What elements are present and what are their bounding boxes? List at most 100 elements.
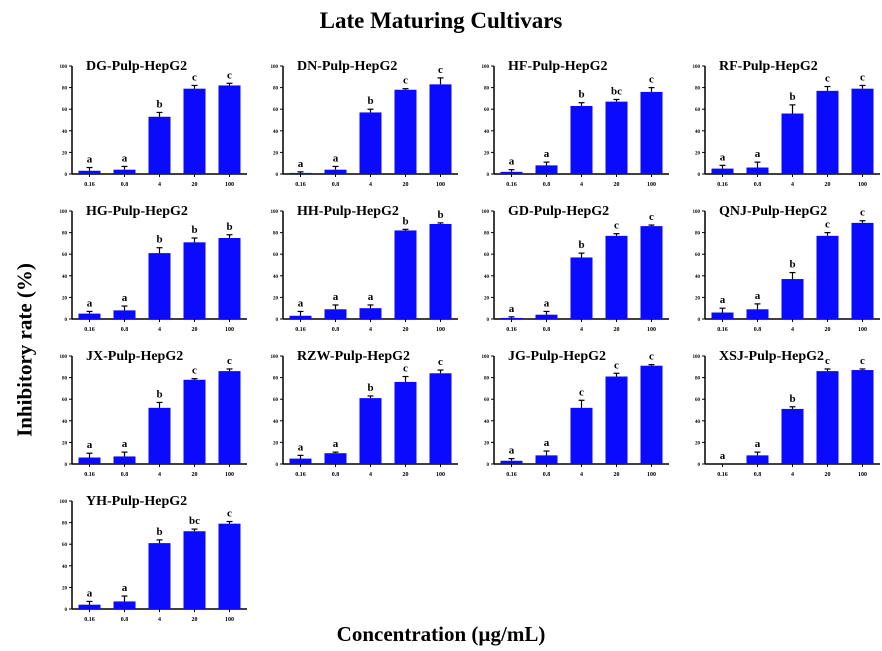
significance-letter: bc xyxy=(189,515,200,527)
x-tick-label: 100 xyxy=(436,472,445,478)
x-tick-label: 0.8 xyxy=(543,327,551,333)
y-tick-label: 40 xyxy=(273,420,279,425)
x-tick-label: 0.16 xyxy=(295,182,306,188)
y-tick-label: 80 xyxy=(273,232,279,237)
significance-letter: a xyxy=(333,152,339,164)
bar xyxy=(746,167,769,174)
bar xyxy=(359,308,382,319)
y-tick-label: 60 xyxy=(484,108,490,113)
x-tick-label: 100 xyxy=(436,327,445,333)
bar xyxy=(746,455,769,464)
x-tick-label: 20 xyxy=(825,472,831,478)
x-tick-label: 0.8 xyxy=(121,617,129,623)
significance-letter: b xyxy=(789,259,795,271)
y-tick-label: 20 xyxy=(484,151,490,156)
y-tick-label: 20 xyxy=(273,296,279,301)
y-tick-label: 100 xyxy=(482,210,490,215)
y-tick-label: 80 xyxy=(695,232,701,237)
x-tick-label: 0.8 xyxy=(121,472,129,478)
x-tick-label: 20 xyxy=(192,472,198,478)
x-tick-label: 0.8 xyxy=(332,472,340,478)
x-tick-label: 4 xyxy=(158,617,161,623)
x-tick-label: 100 xyxy=(225,472,234,478)
x-tick-label: 20 xyxy=(403,472,409,478)
y-tick-label: 20 xyxy=(484,441,490,446)
x-tick-label: 100 xyxy=(647,472,656,478)
bar xyxy=(746,309,769,319)
significance-letter: c xyxy=(227,69,232,81)
significance-letter: a xyxy=(298,441,304,453)
significance-letter: c xyxy=(860,355,865,367)
bar xyxy=(78,170,101,174)
x-tick-label: 20 xyxy=(403,182,409,188)
chart-panel-13: 0 20 40 60 80 100 a 0.16 a 0.8 b 4 bc 20 c 100 YH-Pulp-H… xyxy=(60,494,247,623)
bar xyxy=(218,85,241,174)
significance-letter: a xyxy=(298,297,304,309)
y-tick-label: 60 xyxy=(62,398,68,403)
y-tick-label: 80 xyxy=(273,377,279,382)
x-tick-label: 20 xyxy=(192,327,198,333)
significance-letter: b xyxy=(789,91,795,103)
panel-title: YH-Pulp-HepG2 xyxy=(86,494,187,509)
y-tick-label: 100 xyxy=(482,65,490,70)
y-tick-label: 80 xyxy=(484,87,490,92)
significance-letter: a xyxy=(720,450,726,462)
significance-letter: c xyxy=(438,64,443,76)
significance-letter: c xyxy=(192,71,197,83)
x-tick-label: 0.16 xyxy=(506,472,517,478)
bar xyxy=(359,112,382,174)
y-tick-label: 100 xyxy=(271,65,279,70)
y-tick-label: 100 xyxy=(482,355,490,360)
significance-letter: a xyxy=(755,438,761,450)
y-tick-label: 100 xyxy=(60,210,68,215)
y-tick-label: 0 xyxy=(698,318,701,323)
bar xyxy=(218,523,241,609)
x-tick-label: 100 xyxy=(858,327,867,333)
x-tick-label: 20 xyxy=(825,182,831,188)
x-tick-label: 4 xyxy=(158,472,161,478)
significance-letter: b xyxy=(578,89,584,101)
x-tick-label: 0.8 xyxy=(543,472,551,478)
significance-letter: a xyxy=(544,148,550,160)
x-tick-label: 4 xyxy=(158,327,161,333)
y-tick-label: 40 xyxy=(484,130,490,135)
significance-letter: bc xyxy=(611,85,622,97)
bar xyxy=(183,379,206,464)
y-tick-label: 40 xyxy=(273,275,279,280)
x-tick-label: 0.16 xyxy=(84,182,95,188)
x-tick-label: 0.16 xyxy=(506,182,517,188)
bar xyxy=(218,238,241,319)
significance-letter: a xyxy=(333,438,339,450)
significance-letter: b xyxy=(191,224,197,236)
y-tick-label: 40 xyxy=(695,420,701,425)
x-tick-label: 4 xyxy=(158,182,161,188)
x-tick-label: 20 xyxy=(192,617,198,623)
panel-title: DG-Pulp-HepG2 xyxy=(86,59,187,74)
bar xyxy=(148,407,171,464)
y-tick-label: 40 xyxy=(62,420,68,425)
panel-title: QNJ-Pulp-HepG2 xyxy=(719,204,827,219)
y-tick-label: 60 xyxy=(62,108,68,113)
significance-letter: c xyxy=(438,356,443,368)
bar xyxy=(394,89,417,174)
bar xyxy=(113,601,136,609)
significance-letter: a xyxy=(544,297,550,309)
y-tick-label: 80 xyxy=(484,232,490,237)
significance-letter: b xyxy=(156,98,162,110)
bar xyxy=(500,317,523,319)
panel-title: JX-Pulp-HepG2 xyxy=(86,349,183,364)
bar xyxy=(148,253,171,319)
significance-letter: c xyxy=(860,207,865,219)
y-tick-label: 100 xyxy=(693,355,701,360)
significance-letter: b xyxy=(156,388,162,400)
chart-panel-8: 0 20 40 60 80 100 a 0.16 a 0.8 b 4 c 20 c 100 QNJ-Pulp-H… xyxy=(693,204,880,333)
chart-panel-9: 0 20 40 60 80 100 a 0.16 a 0.8 b 4 c 20 c 100 JX-Pulp-He… xyxy=(60,349,247,478)
significance-letter: b xyxy=(367,382,373,394)
x-tick-label: 100 xyxy=(436,182,445,188)
bar xyxy=(113,456,136,464)
y-tick-label: 20 xyxy=(273,151,279,156)
x-tick-label: 100 xyxy=(225,327,234,333)
bar xyxy=(324,169,347,174)
